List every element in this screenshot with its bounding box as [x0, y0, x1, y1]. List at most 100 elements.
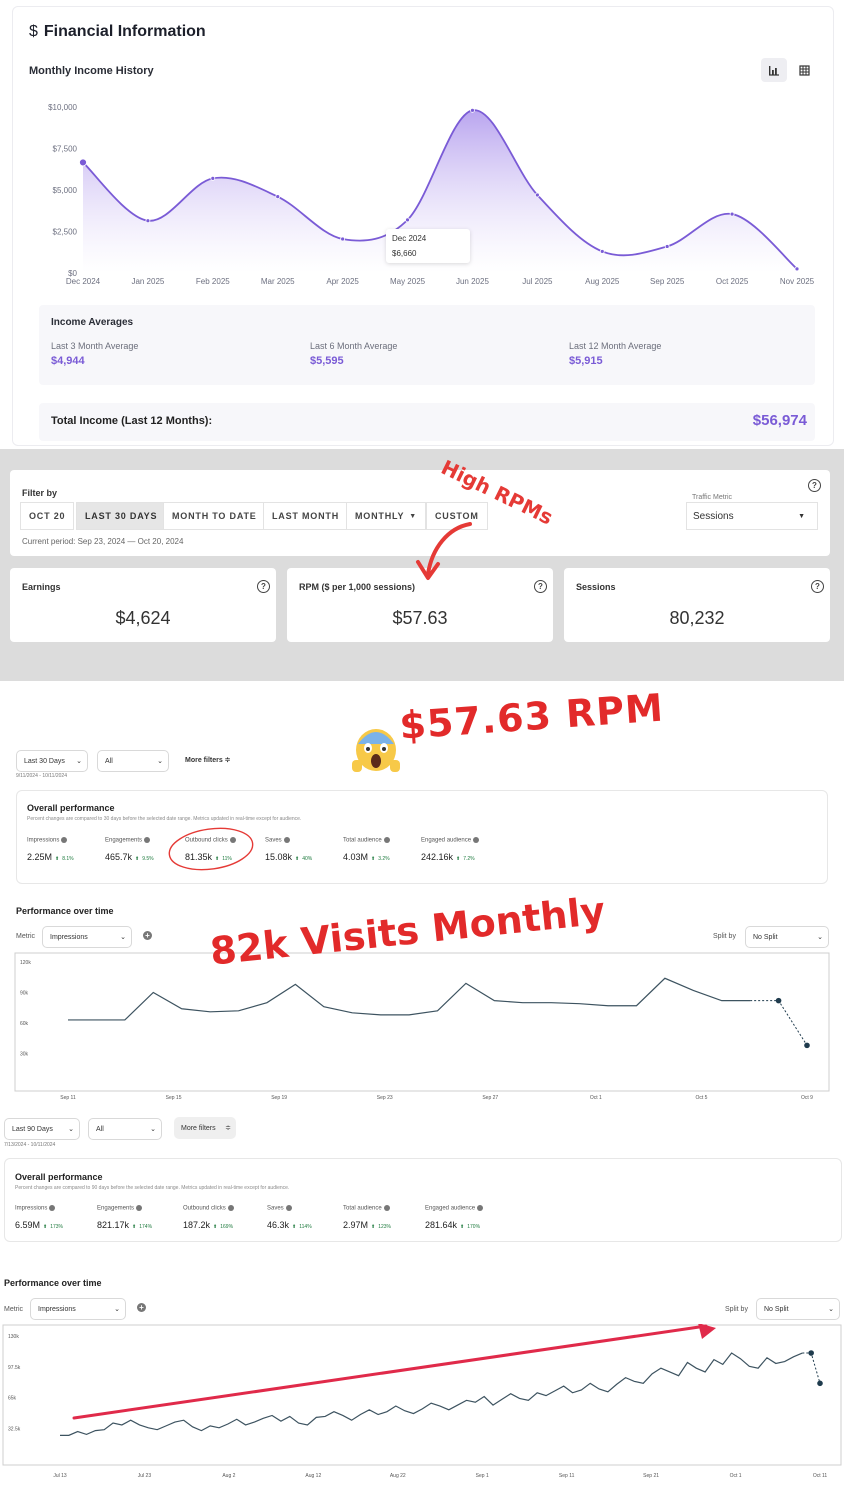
x-tick-label: Sep 15 [166, 1095, 182, 1101]
x-tick-label: Sep 19 [271, 1095, 287, 1101]
up-arrow-icon: ⬆ [215, 855, 220, 862]
income-point[interactable] [145, 218, 151, 224]
info-icon [49, 1205, 56, 1211]
income-point[interactable] [405, 217, 410, 223]
overall-performance-title: Overall performance [27, 803, 115, 813]
info-icon [227, 1205, 234, 1211]
income-point[interactable] [664, 244, 670, 249]
date-range-select[interactable]: Last 90 Days ⌄ [4, 1118, 80, 1140]
income-point[interactable] [79, 158, 87, 167]
tab-oct-20[interactable]: OCT 20 [20, 502, 75, 530]
average-value: $4,944 [51, 355, 85, 367]
info-icon [136, 1205, 143, 1211]
y-tick-label: $7,500 [53, 145, 78, 154]
x-tick-label: Sep 11 [559, 1473, 575, 1479]
more-filters-button[interactable]: More filters ≑ [185, 757, 231, 764]
tab-last-month[interactable]: LAST MONTH [263, 502, 348, 530]
filter-label: Filter by [22, 488, 58, 498]
help-icon[interactable]: ? [257, 580, 270, 593]
partial-data-point[interactable] [775, 997, 782, 1004]
income-point[interactable] [794, 266, 800, 272]
dollar-icon: $ [29, 23, 38, 40]
stat-engagements: Engagements 821.17k ⬆ 174% [97, 1205, 153, 1230]
metric-select[interactable]: Impressions ⌄ [30, 1298, 126, 1320]
x-tick-label: Oct 1 [730, 1473, 742, 1479]
date-range-select[interactable]: Last 30 Days ⌄ [16, 750, 88, 772]
x-tick-label: Sep 27 [482, 1095, 498, 1101]
chevron-down-icon: ⌄ [114, 1306, 120, 1313]
help-icon[interactable]: ? [808, 479, 821, 492]
overall-performance-title: Overall performance [15, 1172, 103, 1182]
income-chart: $0 $2,500 $5,000 $7,500 $10,000 Dec 2024 Jan … [48, 103, 815, 286]
info-icon [383, 837, 390, 843]
help-icon[interactable]: ? [534, 580, 547, 593]
bar-chart-icon [769, 65, 779, 76]
circle-annotation-icon [168, 827, 254, 871]
x-tick-label: Jul 23 [138, 1473, 152, 1479]
y-tick-label: 65k [8, 1396, 17, 1402]
traffic-metric-select[interactable]: Sessions ▼ [686, 502, 818, 530]
chart-title: Monthly Income History [29, 65, 154, 77]
info-icon [285, 1205, 292, 1211]
income-point[interactable] [599, 249, 605, 254]
split-by-select[interactable]: No Split ⌄ [745, 926, 829, 948]
chevron-down-icon: ⌄ [68, 1126, 74, 1133]
chevron-down-icon: ⌄ [817, 934, 823, 941]
filter-icon: ≑ [225, 1125, 231, 1132]
y-tick-label: $0 [68, 269, 77, 278]
add-metric-icon[interactable]: + [137, 1303, 146, 1312]
current-period: Current period: Sep 23, 2024 — Oct 20, 2… [22, 537, 184, 546]
stat-total-audience: Total audience 4.03M ⬆ 3.2% [343, 837, 390, 862]
metric-label: Earnings [22, 582, 61, 592]
x-tick-label: Apr 2025 [326, 277, 359, 286]
metric-select[interactable]: Impressions ⌄ [42, 926, 132, 948]
rpm-card: RPM ($ per 1,000 sessions) ? $57.63 [287, 568, 553, 642]
sessions-card: Sessions ? 80,232 [564, 568, 830, 642]
tab-monthly[interactable]: MONTHLY ▼ [346, 502, 427, 530]
total-income-label: Total Income (Last 12 Months): [51, 415, 213, 427]
income-point[interactable] [340, 236, 346, 242]
caret-down-icon: ▼ [798, 512, 805, 520]
bar-chart-view-button[interactable] [761, 58, 787, 82]
income-point[interactable] [470, 107, 475, 113]
more-filters-button[interactable]: More filters ≑ [174, 1117, 236, 1139]
table-view-button[interactable] [791, 58, 817, 82]
partial-data-point[interactable] [804, 1042, 810, 1049]
partial-data-point[interactable] [808, 1350, 814, 1356]
tab-last-30-days[interactable]: LAST 30 DAYS [76, 502, 167, 530]
x-tick-label: Jul 13 [53, 1473, 67, 1479]
performance-over-time-title: Performance over time [4, 1278, 102, 1288]
filter-all-select[interactable]: All ⌄ [97, 750, 169, 772]
income-point[interactable] [534, 192, 540, 198]
y-tick-label: 130k [8, 1334, 19, 1340]
filter-all-select[interactable]: All ⌄ [88, 1118, 162, 1140]
impressions-line [68, 977, 751, 1021]
income-averages: Income Averages Last 3 Month Average $4,… [39, 305, 815, 385]
total-income-value: $56,974 [752, 412, 807, 429]
average-value: $5,595 [310, 355, 344, 367]
income-point[interactable] [210, 175, 216, 181]
add-metric-icon[interactable]: + [143, 931, 152, 940]
chevron-down-icon: ⌄ [150, 1126, 156, 1133]
income-point[interactable] [729, 211, 735, 217]
income-line [82, 109, 798, 270]
filter-icon: ≑ [222, 757, 231, 764]
x-tick-label: Dec 2024 [66, 277, 101, 286]
stat-saves: Saves 15.08k ⬆ 40% [265, 837, 313, 862]
y-tick-label: 32.5k [8, 1426, 21, 1432]
split-by-select[interactable]: No Split ⌄ [756, 1298, 840, 1320]
y-tick-label: $5,000 [53, 186, 78, 195]
income-point[interactable] [275, 194, 281, 200]
caret-down-icon: ▼ [409, 512, 418, 520]
x-tick-label: Aug 2 [222, 1473, 235, 1479]
trend-arrow-line [72, 1324, 708, 1420]
stat-impressions: Impressions 6.59M ⬆ 173% [15, 1205, 64, 1230]
x-tick-label: Aug 2025 [585, 277, 620, 286]
info-icon [473, 837, 480, 843]
impressions-chart-30-days: 30k 60k 90k 120k Sep 11 Sep 15 Sep 19 Sep 23 Sep… [14, 952, 830, 1101]
x-tick-label: Sep 2025 [650, 277, 685, 286]
partial-data-point[interactable] [817, 1380, 823, 1387]
metric-label: Metric [4, 1306, 24, 1313]
help-icon[interactable]: ? [811, 580, 824, 593]
tab-month-to-date[interactable]: MONTH TO DATE [163, 502, 266, 530]
